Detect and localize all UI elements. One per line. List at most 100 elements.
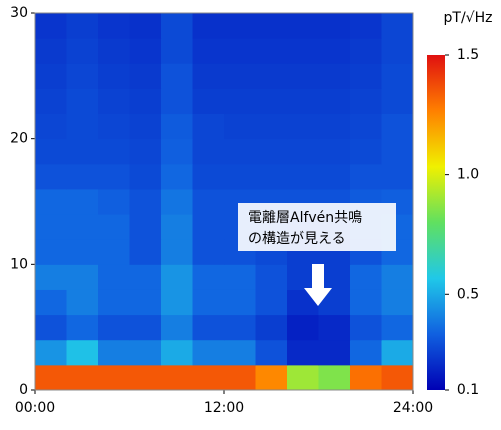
cell	[129, 239, 162, 265]
cell	[192, 289, 225, 316]
cell	[255, 13, 288, 39]
cell	[318, 113, 351, 140]
cell	[161, 13, 193, 39]
cell	[381, 264, 414, 290]
cell	[129, 214, 162, 240]
cell	[35, 339, 67, 366]
cell	[255, 314, 288, 341]
cell	[161, 38, 193, 64]
x-tick-label: 00:00	[15, 400, 55, 416]
cell	[66, 163, 99, 190]
cell	[350, 163, 382, 190]
cell	[161, 214, 193, 240]
cell	[224, 138, 256, 165]
cell	[161, 314, 193, 341]
cell	[381, 339, 414, 366]
cell	[255, 88, 288, 115]
cell	[98, 138, 130, 165]
cell	[224, 163, 256, 190]
cell	[98, 88, 130, 115]
cell	[161, 264, 193, 290]
cell	[129, 314, 162, 341]
cell	[255, 364, 288, 391]
cell	[192, 314, 225, 341]
x-tick-label: 24:00	[393, 400, 433, 416]
cell	[192, 138, 225, 165]
cell	[161, 88, 193, 115]
cell	[224, 38, 256, 64]
cell	[255, 138, 288, 165]
cell	[66, 214, 99, 240]
y-tick-label: 0	[19, 382, 28, 398]
cell	[35, 239, 67, 265]
cell	[381, 314, 414, 341]
cell	[66, 88, 99, 115]
annotation: の構造が見える	[248, 231, 346, 247]
cell	[192, 239, 225, 265]
cell	[161, 63, 193, 89]
cell	[66, 38, 99, 64]
y-tick-label: 20	[10, 131, 28, 147]
cell	[224, 63, 256, 89]
cell	[129, 88, 162, 115]
cell	[381, 289, 414, 316]
cell	[66, 289, 99, 316]
cell	[192, 163, 225, 190]
cell	[66, 314, 99, 341]
cell	[35, 364, 67, 391]
cell	[161, 239, 193, 265]
cell	[318, 63, 351, 89]
cell	[98, 13, 130, 39]
cell	[224, 289, 256, 316]
cell	[255, 63, 288, 89]
cell	[129, 264, 162, 290]
cell	[255, 264, 288, 290]
cell	[192, 188, 225, 215]
cell	[129, 188, 162, 215]
cell	[192, 88, 225, 115]
cell	[255, 113, 288, 140]
cell	[98, 188, 130, 215]
colorbar-tick-label: 0.1	[457, 382, 479, 398]
cell	[35, 63, 67, 89]
cell	[129, 339, 162, 366]
cell	[287, 339, 319, 366]
cell	[350, 88, 382, 115]
cell	[161, 138, 193, 165]
cell	[129, 289, 162, 316]
y-tick-label: 10	[10, 256, 28, 272]
cell	[255, 339, 288, 366]
cell	[287, 314, 319, 341]
x-tick-label: 12:00	[204, 400, 244, 416]
annotation-box	[238, 203, 396, 251]
cell	[287, 63, 319, 89]
cell	[161, 113, 193, 140]
cell	[98, 163, 130, 190]
cell	[98, 113, 130, 140]
cell	[350, 38, 382, 64]
cell	[318, 163, 351, 190]
cell	[381, 13, 414, 39]
cell	[66, 339, 99, 366]
cell	[287, 138, 319, 165]
cell	[192, 63, 225, 89]
cell	[381, 138, 414, 165]
cell	[255, 289, 288, 316]
cell	[129, 38, 162, 64]
annotation: 電離層Alfvén共鳴	[248, 209, 362, 226]
cell	[224, 88, 256, 115]
cell	[66, 364, 99, 391]
cell	[350, 289, 382, 316]
cell	[287, 88, 319, 115]
cell	[66, 264, 99, 290]
cell	[161, 339, 193, 366]
cell	[192, 364, 225, 391]
cell	[192, 264, 225, 290]
cell	[381, 38, 414, 64]
cell	[224, 339, 256, 366]
cell	[350, 339, 382, 366]
cell	[35, 138, 67, 165]
cell	[318, 364, 351, 391]
cell	[287, 364, 319, 391]
plot-frame	[34, 12, 414, 391]
